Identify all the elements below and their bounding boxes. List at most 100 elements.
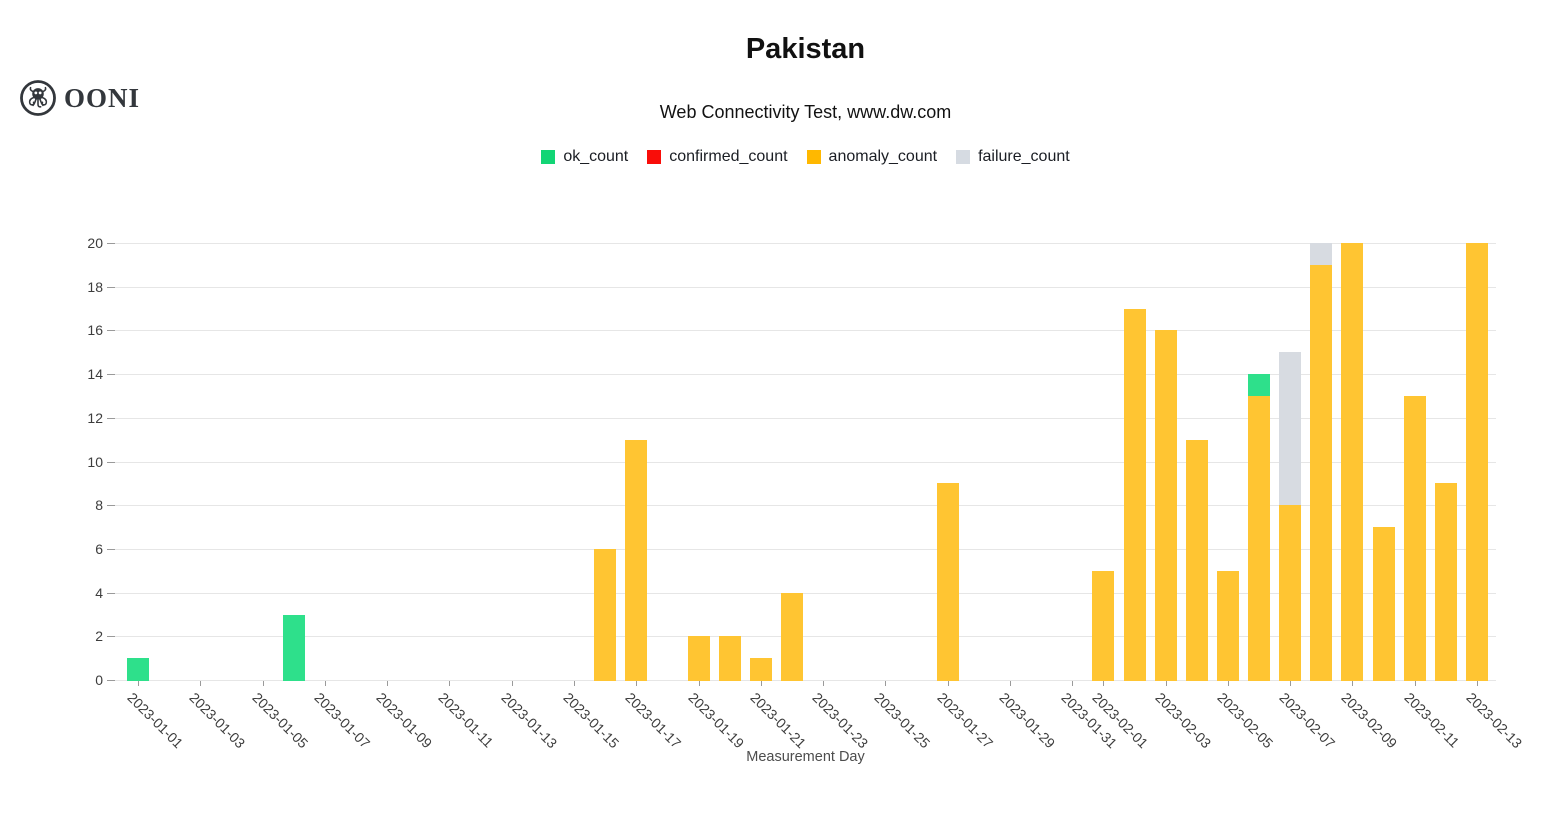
bar-anomaly_count-2023-01-21[interactable] xyxy=(749,658,772,681)
y-tick-label-12: 12 xyxy=(87,409,103,426)
x-axis-tick xyxy=(324,681,326,686)
bar-anomaly_count-2023-01-27[interactable] xyxy=(936,483,959,681)
y-tick-label-4: 4 xyxy=(95,584,103,601)
x-tick-label: 2023-01-17 xyxy=(622,689,685,752)
bar-anomaly_count-2023-02-02[interactable] xyxy=(1123,308,1146,681)
bar-anomaly_count-2023-01-19[interactable] xyxy=(687,636,710,681)
legend-label: ok_count xyxy=(563,148,629,165)
x-tick-label: 2023-01-15 xyxy=(560,689,623,752)
bar-failure_count-2023-02-07[interactable] xyxy=(1279,352,1302,506)
y-tick-label-8: 8 xyxy=(95,497,103,514)
x-axis-tick xyxy=(200,681,202,686)
gridline-y-20 xyxy=(115,243,1496,244)
gridline-y-14 xyxy=(115,374,1496,376)
legend-swatch-ok_count xyxy=(541,150,556,164)
x-tick-label: 2023-02-03 xyxy=(1151,689,1214,752)
x-axis-tick xyxy=(511,681,513,686)
y-tick-label-14: 14 xyxy=(87,366,103,383)
bar-anomaly_count-2023-02-05[interactable] xyxy=(1216,570,1239,682)
x-axis-tick xyxy=(823,681,825,686)
x-tick-label: 2023-01-27 xyxy=(933,689,996,752)
y-tick-label-20: 20 xyxy=(87,235,103,251)
y-tick-label-16: 16 xyxy=(87,322,103,339)
bar-ok_count-2023-01-06[interactable] xyxy=(282,614,305,681)
bar-anomaly_count-2023-02-09[interactable] xyxy=(1341,243,1364,681)
x-tick-label: 2023-02-13 xyxy=(1463,689,1526,752)
y-axis-tick-10 xyxy=(107,461,115,463)
x-axis-tick xyxy=(387,681,389,686)
x-axis-tick xyxy=(262,681,264,686)
x-axis-tick xyxy=(1072,681,1074,686)
y-tick-label-2: 2 xyxy=(95,628,103,645)
gridline-y-6 xyxy=(115,548,1496,550)
bar-anomaly_count-2023-01-16[interactable] xyxy=(594,548,617,681)
bar-anomaly_count-2023-02-11[interactable] xyxy=(1403,395,1426,681)
gridline-y-2 xyxy=(115,636,1496,638)
bar-anomaly_count-2023-02-08[interactable] xyxy=(1310,264,1333,681)
gridline-y-4 xyxy=(115,592,1496,594)
x-axis-tick xyxy=(1165,681,1167,686)
x-axis-tick xyxy=(1477,681,1478,686)
bar-anomaly_count-2023-01-17[interactable] xyxy=(625,439,648,681)
bar-anomaly_count-2023-02-01[interactable] xyxy=(1092,570,1115,682)
bar-anomaly_count-2023-02-04[interactable] xyxy=(1185,439,1208,681)
x-axis-tick xyxy=(1414,681,1416,686)
chart-subtitle: Web Connectivity Test, www.dw.com xyxy=(659,102,952,122)
bar-anomaly_count-2023-02-07[interactable] xyxy=(1279,505,1302,681)
legend-item-ok_count: ok_count xyxy=(541,148,628,166)
x-tick-label: 2023-01-23 xyxy=(809,689,872,752)
x-axis-tick xyxy=(1352,681,1354,686)
x-tick-label: 2023-02-09 xyxy=(1338,689,1401,752)
x-tick-label: 2023-02-07 xyxy=(1276,689,1339,752)
gridline-y-8 xyxy=(115,505,1496,507)
y-axis-tick-6 xyxy=(107,548,115,550)
bar-anomaly_count-2023-01-20[interactable] xyxy=(718,636,741,681)
bar-anomaly_count-2023-02-06[interactable] xyxy=(1248,395,1270,681)
x-axis-tick xyxy=(947,681,949,686)
x-axis-tick xyxy=(636,681,638,686)
x-tick-label: 2023-01-01 xyxy=(124,689,187,752)
ooni-logo: OONI xyxy=(19,79,140,117)
bar-ok_count-2023-02-06[interactable] xyxy=(1248,374,1270,396)
bar-failure_count-2023-02-08[interactable] xyxy=(1310,243,1333,265)
legend-swatch-failure_count xyxy=(956,150,971,164)
x-axis-title: Measurement Day xyxy=(746,749,865,765)
x-axis-tick xyxy=(760,681,762,686)
bar-anomaly_count-2023-02-13[interactable] xyxy=(1466,243,1488,681)
y-axis-tick-12 xyxy=(107,417,115,419)
x-tick-label: 2023-01-09 xyxy=(373,689,436,752)
y-tick-label-10: 10 xyxy=(87,453,103,470)
x-tick-label: 2023-02-11 xyxy=(1401,689,1463,751)
y-axis-tick-16 xyxy=(107,330,115,332)
legend-swatch-anomaly_count xyxy=(806,150,821,164)
x-tick-label: 2023-01-19 xyxy=(684,689,747,752)
x-tick-label: 2023-02-05 xyxy=(1214,689,1277,752)
y-axis-tick-20 xyxy=(107,243,115,244)
legend-swatch-confirmed_count xyxy=(647,150,662,164)
y-axis-tick-8 xyxy=(107,505,115,507)
y-axis-tick-0 xyxy=(107,680,115,681)
x-axis-tick xyxy=(574,681,575,686)
bar-anomaly_count-2023-02-03[interactable] xyxy=(1154,330,1177,681)
y-tick-label-6: 6 xyxy=(95,540,103,557)
bar-anomaly_count-2023-02-10[interactable] xyxy=(1372,527,1395,681)
bar-anomaly_count-2023-02-12[interactable] xyxy=(1434,483,1457,681)
x-tick-label: 2023-01-29 xyxy=(996,689,1059,752)
gridline-y-16 xyxy=(115,330,1496,332)
x-tick-label: 2023-01-05 xyxy=(248,689,311,752)
x-axis-tick xyxy=(698,681,700,686)
x-axis-tick xyxy=(138,681,139,686)
gridline-y-0 xyxy=(115,680,1496,681)
y-axis-tick-2 xyxy=(107,636,115,638)
bar-anomaly_count-2023-01-22[interactable] xyxy=(780,592,803,681)
x-axis-tick xyxy=(1009,681,1011,686)
x-tick-label: 2023-01-11 xyxy=(435,689,498,751)
chart-title: Pakistan xyxy=(745,33,866,65)
y-axis-tick-14 xyxy=(107,374,115,376)
gridline-y-18 xyxy=(115,286,1496,288)
bar-ok_count-2023-01-01[interactable] xyxy=(127,658,149,681)
legend-item-anomaly_count: anomaly_count xyxy=(806,148,937,166)
y-axis-tick-18 xyxy=(107,286,115,288)
legend-label: failure_count xyxy=(978,148,1070,165)
